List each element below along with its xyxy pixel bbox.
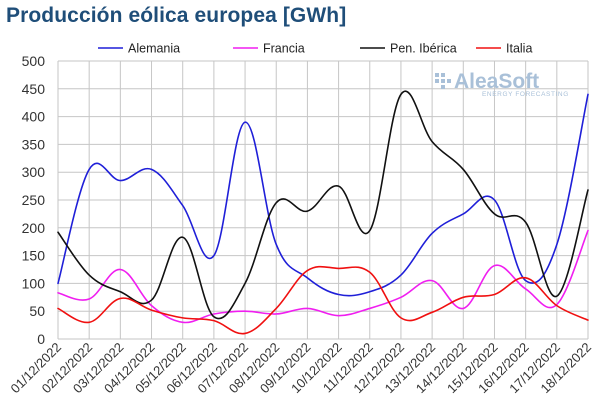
legend: Alemania Francia Pen. Ibérica Italia — [98, 42, 532, 56]
y-tick-label: 0 — [37, 331, 45, 347]
x-axis-ticks: 01/12/202202/12/202203/12/202204/12/2022… — [7, 340, 594, 397]
legend-label-francia: Francia — [263, 42, 305, 56]
y-tick-label: 400 — [22, 109, 46, 125]
y-tick-label: 200 — [22, 220, 46, 236]
chart-title: Producción eólica europea [GWh] — [6, 4, 347, 27]
aleasoft-logo: AleaSoft ENERGY FORECASTING — [435, 70, 569, 98]
logo-mark-icon — [435, 73, 451, 89]
series-line-alemania — [57, 93, 589, 297]
y-tick-label: 350 — [22, 136, 46, 152]
series-line-francia — [57, 229, 589, 324]
logo-tagline: ENERGY FORECASTING — [482, 91, 569, 98]
y-tick-label: 450 — [22, 81, 46, 97]
grid — [57, 60, 589, 340]
y-tick-label: 50 — [29, 303, 45, 319]
legend-label-pen-iberica: Pen. Ibérica — [390, 42, 457, 56]
logo-name: AleaSoft — [454, 70, 539, 93]
series-line-italia — [57, 265, 589, 335]
y-tick-label: 250 — [22, 192, 46, 208]
y-axis-ticks: 0 50 100 150 200 250 300 350 400 450 500 — [22, 53, 46, 347]
y-tick-label: 300 — [22, 164, 46, 180]
legend-label-alemania: Alemania — [128, 42, 180, 56]
series-lines — [57, 90, 589, 335]
y-tick-label: 150 — [22, 248, 46, 264]
y-tick-label: 500 — [22, 53, 46, 69]
y-tick-label: 100 — [22, 275, 46, 291]
series-line-pen-iberica — [57, 90, 589, 320]
legend-label-italia: Italia — [506, 42, 532, 56]
